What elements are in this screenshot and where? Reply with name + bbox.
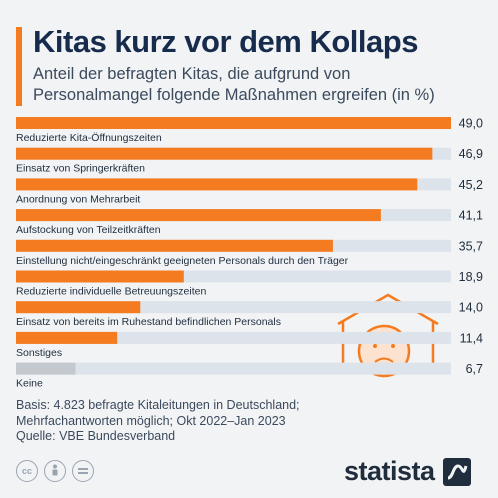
bar-value-label: 6,7 <box>466 362 483 376</box>
category-label: Anordnung von Mehrarbeit <box>16 193 140 205</box>
category-label: Einsatz von Springerkräften <box>16 163 145 175</box>
category-label: Einsatz von bereits im Ruhestand befindl… <box>16 316 281 328</box>
category-label: Reduzierte Kita-Öffnungszeiten <box>16 132 162 144</box>
footnote-source: Quelle: VBE Bundesverband <box>16 429 176 443</box>
bar <box>16 147 433 160</box>
license-icons: cc <box>16 460 94 482</box>
bar <box>16 301 141 314</box>
statista-mark-icon <box>442 457 471 486</box>
footnote-note: Mehrfachantworten möglich; Okt 2022–Jan … <box>16 413 286 428</box>
bar-value-label: 18,9 <box>459 270 483 284</box>
bar <box>16 331 118 344</box>
bar-track <box>16 331 451 344</box>
brand-name: statista <box>344 456 435 486</box>
bar-value-label: 45,2 <box>459 178 483 192</box>
footnote-basis: Basis: 4.823 befragte Kitaleitungen in D… <box>16 398 300 412</box>
attribution-icon[interactable] <box>44 460 66 482</box>
title-accent-bar <box>16 27 22 106</box>
bar <box>16 178 418 191</box>
bar <box>16 117 451 129</box>
bar <box>16 270 184 283</box>
category-label: Sonstiges <box>16 347 62 359</box>
bar-value-label: 41,1 <box>459 209 483 223</box>
cc-label: cc <box>21 466 32 476</box>
footnote: Basis: 4.823 befragte Kitaleitungen in D… <box>16 398 336 445</box>
bar <box>16 209 381 222</box>
chart-subtitle: Anteil der befragten Kitas, die aufgrund… <box>33 65 435 104</box>
category-label: Reduzierte individuelle Betreuungszeiten <box>16 286 206 298</box>
creative-commons-icon[interactable]: cc <box>16 460 38 482</box>
bar <box>16 362 76 375</box>
bar-value-label: 35,7 <box>459 239 483 253</box>
bar-value-label: 49,0 <box>459 117 483 131</box>
category-label: Einstellung nicht/eingeschränkt geeignet… <box>16 255 349 267</box>
bar-value-label: 14,0 <box>459 301 483 315</box>
chart-title: Kitas kurz vor dem Kollaps <box>33 24 418 59</box>
bar <box>16 239 333 252</box>
category-label: Keine <box>16 378 43 390</box>
category-label: Aufstockung von Teilzeitkräften <box>16 224 161 236</box>
bar-value-label: 11,4 <box>460 331 483 345</box>
statista-logo[interactable]: statista <box>344 456 471 487</box>
bar-value-label: 46,9 <box>459 147 483 161</box>
bar-track <box>16 362 451 375</box>
no-derivatives-icon[interactable] <box>72 460 94 482</box>
